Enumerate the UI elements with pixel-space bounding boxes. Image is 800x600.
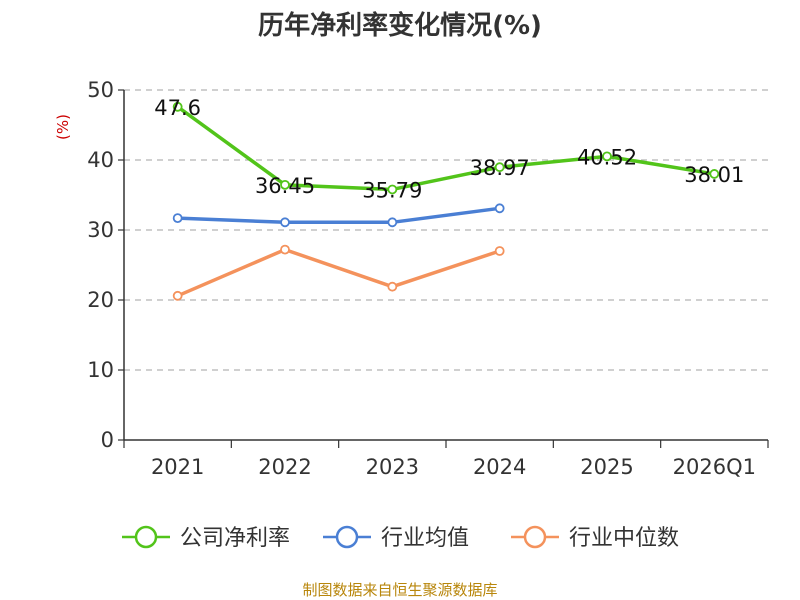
- x-tick-label: 2026Q1: [673, 455, 756, 479]
- y-tick-label: 20: [87, 288, 114, 312]
- series-line-2: [175, 247, 502, 298]
- data-point: [280, 217, 290, 228]
- data-point: [172, 101, 183, 112]
- data-label: 38.01: [684, 163, 744, 187]
- data-point: [387, 281, 398, 292]
- x-tick-label: 2022: [258, 455, 311, 479]
- x-tick-label: 2024: [473, 455, 526, 479]
- y-tick-label: 10: [87, 358, 114, 382]
- data-point: [172, 290, 183, 301]
- legend-item-label: 公司净利率: [180, 526, 290, 551]
- series-line-1: [175, 206, 502, 225]
- data-point: [387, 184, 398, 195]
- data-point: [172, 213, 183, 224]
- chart-title: 历年净利率变化情况(%): [258, 10, 542, 41]
- x-tick-label: 2025: [580, 455, 633, 479]
- data-point: [494, 246, 505, 256]
- legend-item-label: 行业均值: [381, 526, 469, 551]
- y-tick-label: 0: [101, 428, 114, 452]
- grid-layer: [124, 89, 768, 371]
- data-point: [494, 203, 505, 214]
- data-label: 35.79: [362, 178, 422, 202]
- y-tick-label: 40: [87, 148, 114, 172]
- y-axis-label: (%): [54, 114, 72, 140]
- legend-swatch-marker: [134, 525, 158, 549]
- legend: 公司净利率 行业均值 行业中位数: [122, 525, 679, 551]
- legend-item-label: 行业中位数: [569, 526, 679, 551]
- data-label: 47.6: [154, 96, 201, 120]
- x-tick-label: 2021: [151, 455, 204, 479]
- data-point: [280, 244, 290, 255]
- axis-layer: 0 10 20 30 40 50 2021 2022 2023 2024 2025 2026Q1: [87, 78, 769, 479]
- x-tick-label: 2023: [366, 455, 419, 479]
- data-label: 40.52: [577, 145, 637, 169]
- data-label: 36.45: [255, 174, 315, 198]
- data-label-layer: 47.6 36.45 35.79 38.97 40.52 38.01: [154, 96, 744, 203]
- series-line-0: [175, 105, 717, 192]
- data-point: [602, 151, 612, 162]
- data-point: [280, 179, 290, 190]
- data-point: [494, 162, 505, 173]
- legend-swatch-marker: [523, 525, 547, 549]
- series-layer: [172, 101, 720, 301]
- y-tick-label: 50: [87, 78, 114, 102]
- source-note: 制图数据来自恒生聚源数据库: [302, 581, 497, 599]
- data-label: 38.97: [470, 156, 530, 180]
- legend-swatch-marker: [335, 525, 359, 549]
- data-point: [709, 169, 720, 179]
- data-point: [387, 217, 398, 228]
- y-tick-label: 30: [87, 218, 114, 242]
